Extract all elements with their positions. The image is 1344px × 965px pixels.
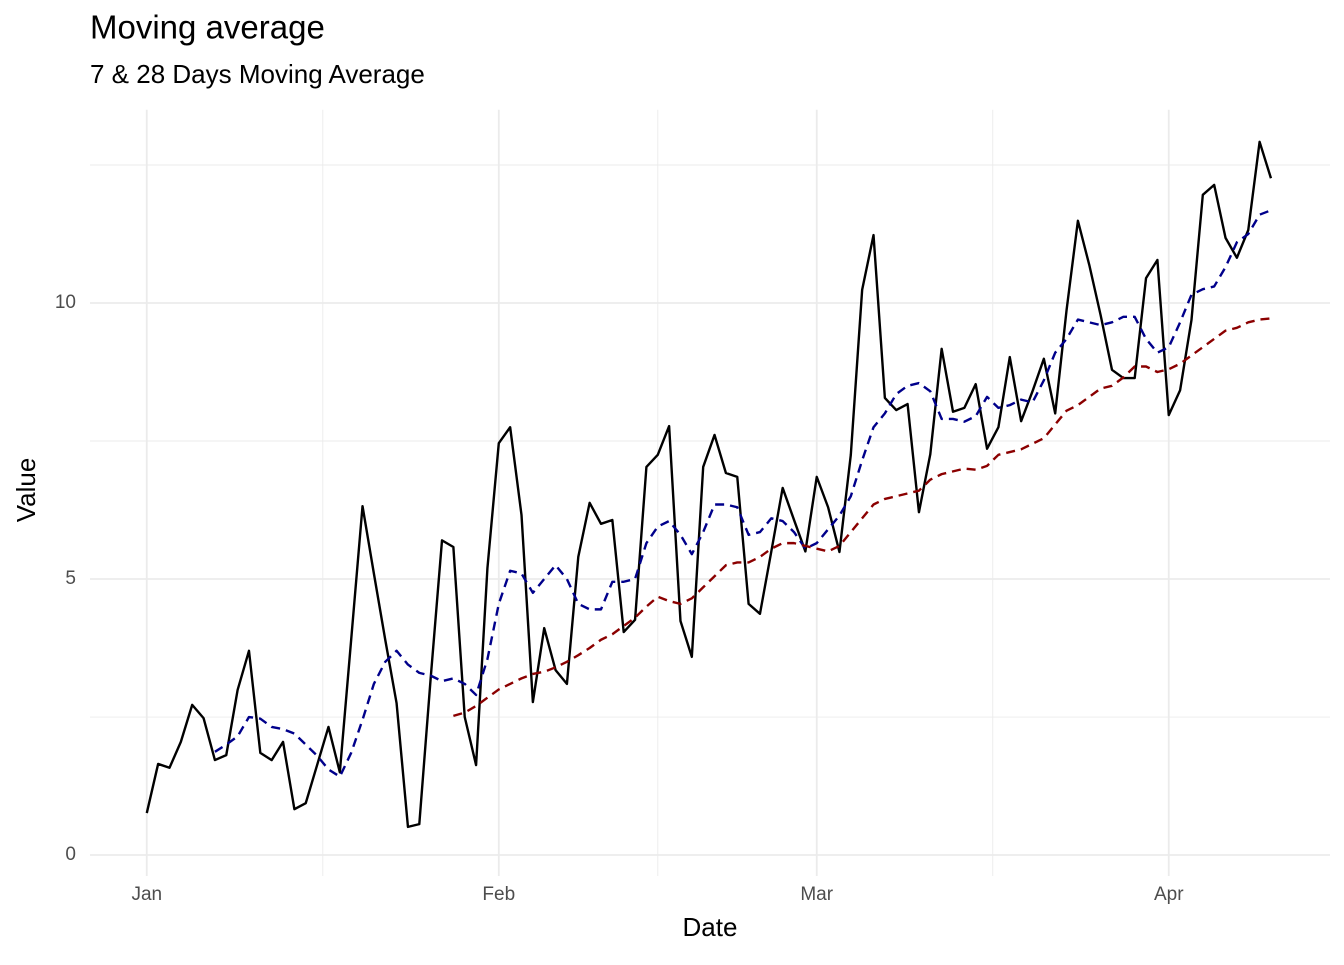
data-line [145,140,1273,829]
data-line [214,209,1272,778]
chart-title: Moving average [90,9,325,46]
x-tick-label: Mar [800,884,833,905]
y-tick-label: 5 [65,568,76,589]
x-tick-label: Jan [131,884,162,905]
data-line [453,317,1272,718]
y-tick-label: 10 [55,292,76,313]
y-axis-title: Value [11,458,41,523]
chart-subtitle: 7 & 28 Days Moving Average [90,59,425,89]
x-tick-label: Feb [482,884,515,905]
x-tick-label: Apr [1154,884,1184,905]
y-tick-label: 0 [65,844,76,865]
x-axis-title: Date [683,912,738,942]
